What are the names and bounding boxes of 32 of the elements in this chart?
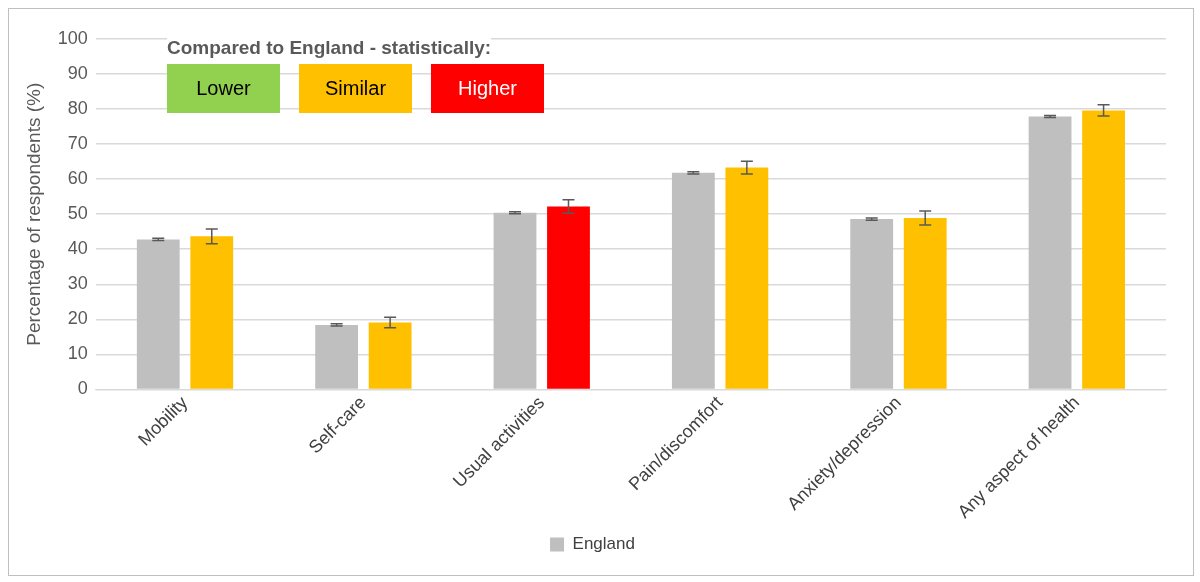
legend-label: England <box>572 534 635 554</box>
bar <box>1028 116 1072 389</box>
y-axis-title: Percentage of respondents (%) <box>22 82 44 346</box>
bar <box>725 167 769 389</box>
y-tick-label: 0 <box>77 378 88 399</box>
y-tick-label: 80 <box>67 98 88 119</box>
bar <box>190 236 234 389</box>
bar <box>136 239 180 389</box>
y-tick-label: 100 <box>57 27 88 48</box>
key-swatch: Similar <box>299 64 412 113</box>
bar <box>315 324 359 389</box>
annotation: Higher <box>458 77 517 100</box>
y-tick-label: 20 <box>67 308 88 329</box>
bar <box>368 322 412 389</box>
annotation: Compared to England - statistically: <box>167 37 492 59</box>
bar <box>850 219 894 389</box>
y-tick-label: 90 <box>67 63 88 84</box>
y-tick-label: 30 <box>67 273 88 294</box>
y-tick-label: 60 <box>67 168 88 189</box>
y-tick-label: 40 <box>67 238 88 259</box>
bar <box>903 218 947 389</box>
y-tick-label: 70 <box>67 133 88 154</box>
key-swatch: Higher <box>431 64 544 113</box>
bar <box>493 212 537 389</box>
bar <box>671 172 715 389</box>
annotation: Similar <box>324 77 387 100</box>
y-tick-label: 10 <box>67 343 88 364</box>
bar <box>1082 110 1125 389</box>
annotation: Lower <box>196 77 251 100</box>
y-tick-label: 50 <box>67 203 88 224</box>
key-swatch: Lower <box>167 64 280 113</box>
bar <box>547 206 590 389</box>
